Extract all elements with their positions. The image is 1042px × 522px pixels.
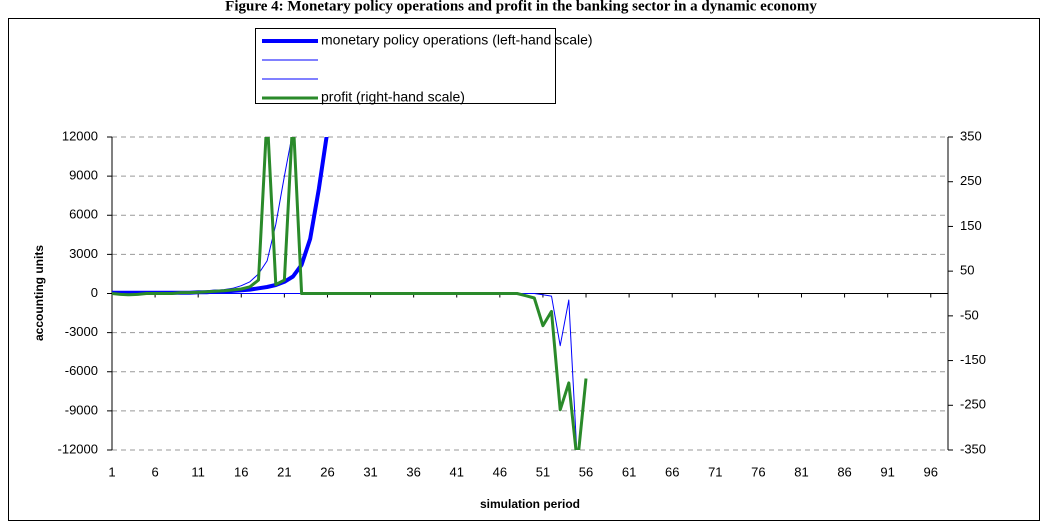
y-tick-label: -6000 [65, 363, 98, 378]
x-tick-label: 61 [622, 464, 636, 479]
x-tick-label: 11 [191, 464, 205, 479]
legend-label: monetary policy operations (left-hand sc… [321, 32, 593, 48]
x-tick-label: 31 [363, 464, 377, 479]
x-tick-label: 51 [536, 464, 550, 479]
x-tick-label: 66 [665, 464, 679, 479]
y2-tick-label: 250 [960, 173, 982, 188]
legend-label: profit (right-hand scale) [321, 89, 465, 105]
x-tick-label: 86 [837, 464, 851, 479]
y-tick-label: -12000 [58, 441, 98, 456]
x-tick-label: 1 [108, 464, 115, 479]
x-tick-label: 56 [579, 464, 593, 479]
x-tick-label: 41 [450, 464, 464, 479]
y2-tick-label: -250 [960, 397, 986, 412]
y-tick-label: 6000 [69, 207, 98, 222]
x-tick-label: 91 [880, 464, 894, 479]
x-tick-label: 16 [234, 464, 248, 479]
y-axis-title: accounting units [32, 245, 46, 341]
y-tick-label: -9000 [65, 402, 98, 417]
y2-tick-label: -50 [960, 307, 979, 322]
y-tick-label: 0 [91, 285, 98, 300]
x-tick-label: 26 [320, 464, 334, 479]
x-tick-label: 46 [493, 464, 507, 479]
series-line [111, 137, 588, 450]
x-tick-label: 6 [151, 464, 158, 479]
y-tick-label: 9000 [69, 168, 98, 183]
y-tick-label: -3000 [65, 324, 98, 339]
x-tick-label: 71 [708, 464, 722, 479]
x-tick-label: 96 [924, 464, 938, 479]
y2-tick-label: 350 [960, 128, 982, 143]
y2-tick-label: 150 [960, 218, 982, 233]
x-tick-label: 36 [406, 464, 420, 479]
plot-area [111, 137, 588, 450]
x-axis-title: simulation period [480, 497, 580, 511]
x-tick-label: 76 [751, 464, 765, 479]
y2-tick-label: -350 [960, 441, 986, 456]
y-tick-label: 12000 [62, 128, 98, 143]
x-tick-label: 81 [794, 464, 808, 479]
chart-title: Figure 4: Monetary policy operations and… [225, 0, 817, 14]
y2-tick-label: 50 [960, 263, 974, 278]
y-tick-label: 3000 [69, 246, 98, 261]
x-tick-label: 21 [277, 464, 291, 479]
y2-tick-label: -150 [960, 352, 986, 367]
